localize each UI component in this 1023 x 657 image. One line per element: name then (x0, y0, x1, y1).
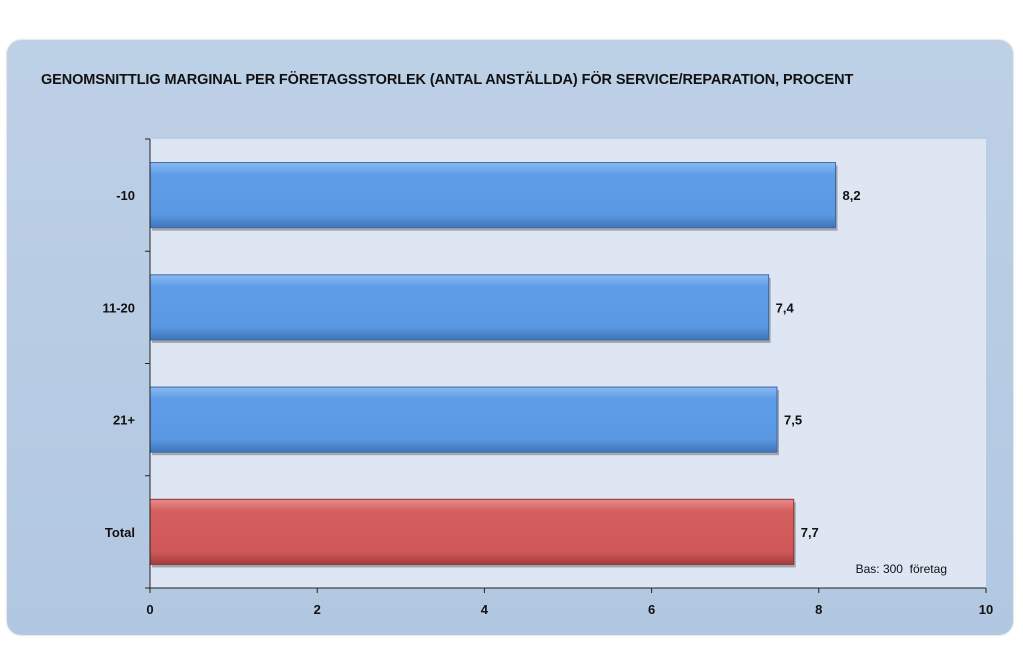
bar-21 (149, 386, 778, 453)
x-tick-label: 8 (815, 602, 822, 617)
value-label: 7,4 (776, 300, 795, 315)
category-label: -10 (116, 188, 135, 203)
value-label: 8,2 (843, 188, 861, 203)
x-tick-label: 2 (314, 602, 321, 617)
value-label: 7,5 (784, 413, 802, 428)
value-label: 7,7 (801, 525, 819, 540)
category-label: 21+ (113, 413, 135, 428)
bar-11-20 (149, 274, 770, 341)
category-label: Total (105, 525, 135, 540)
category-label: 11-20 (102, 300, 135, 315)
bar-total (149, 498, 795, 565)
chart-title: GENOMSNITTLIG MARGINAL PER FÖRETAGSSTORL… (41, 72, 854, 88)
x-tick-label: 10 (979, 602, 993, 617)
x-tick-label: 6 (648, 602, 655, 617)
x-tick-label: 4 (481, 602, 489, 617)
base-note: Bas: 300 företag (856, 562, 947, 576)
bar-10 (149, 162, 837, 229)
x-tick-label: 0 (146, 602, 153, 617)
